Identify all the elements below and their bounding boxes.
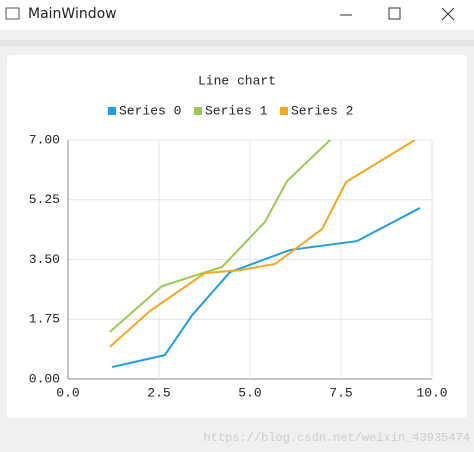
legend-marker xyxy=(280,107,288,115)
y-tick-label: 7.00 xyxy=(29,132,60,147)
title-bar-icons xyxy=(5,7,455,21)
legend-marker xyxy=(108,107,116,115)
series-line xyxy=(109,140,332,333)
title-bar: MainWindow xyxy=(0,0,474,30)
plot-area xyxy=(109,140,421,369)
series-line xyxy=(109,140,416,348)
chart: Line chart https://blog.csdn.net/weixin_… xyxy=(0,40,474,445)
y-tick-label: 0.00 xyxy=(29,371,60,386)
app-icon xyxy=(5,7,20,20)
x-tick-label: 5.0 xyxy=(238,385,261,400)
x-tick-label: 0.0 xyxy=(56,385,79,400)
x-tick-label: 2.5 xyxy=(147,385,170,400)
legend-label: Series 2 xyxy=(291,103,353,118)
legend-label: Series 0 xyxy=(119,103,181,118)
legend-marker xyxy=(194,107,202,115)
close-button[interactable] xyxy=(441,7,455,21)
x-tick-label: 10.0 xyxy=(416,385,447,400)
chart-panel xyxy=(7,55,467,418)
y-tick-label: 1.75 xyxy=(29,312,60,327)
y-tick-label: 5.25 xyxy=(29,192,60,207)
legend-label: Series 1 xyxy=(205,103,268,118)
tool-strip xyxy=(0,40,474,46)
maximize-button[interactable] xyxy=(388,7,401,20)
chart-title: Line chart xyxy=(198,73,276,88)
series-line xyxy=(111,207,421,369)
window-title: MainWindow xyxy=(28,6,117,22)
y-tick-label: 3.50 xyxy=(29,252,60,267)
x-tick-label: 7.5 xyxy=(329,385,352,400)
watermark: https://blog.csdn.net/weixin_43935474 xyxy=(204,431,470,445)
